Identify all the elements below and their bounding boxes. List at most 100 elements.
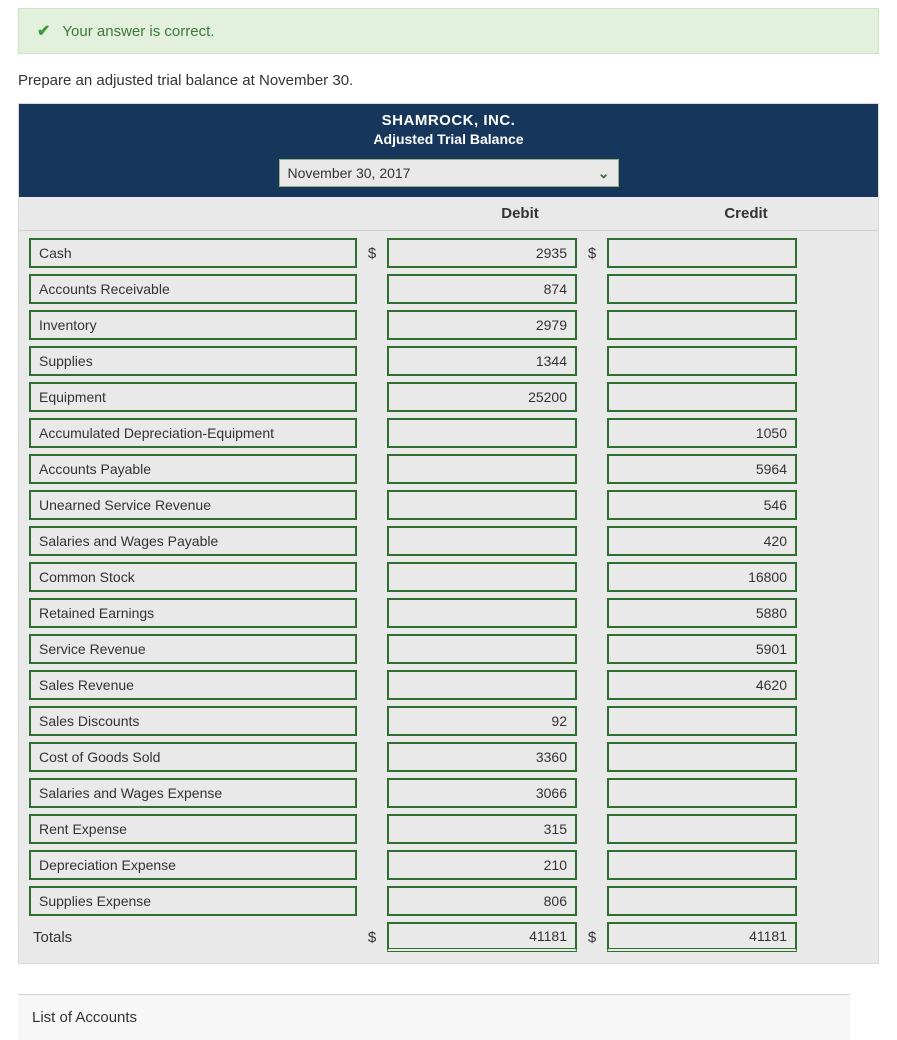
table-row: Common Stock 16800 <box>19 559 878 595</box>
date-select[interactable]: November 30, 2017 ⌄ <box>279 159 619 187</box>
account-input[interactable]: Cash <box>29 238 357 268</box>
credit-input[interactable] <box>607 706 797 736</box>
account-input[interactable]: Sales Revenue <box>29 670 357 700</box>
banner-text: Your answer is correct. <box>62 23 214 40</box>
account-input[interactable]: Inventory <box>29 310 357 340</box>
table-row: Depreciation Expense 210 <box>19 847 878 883</box>
col-credit: Credit <box>633 197 859 230</box>
credit-input[interactable] <box>607 778 797 808</box>
column-headers: Debit Credit <box>19 197 878 231</box>
table-row: Supplies 1344 <box>19 343 878 379</box>
debit-input[interactable] <box>387 490 577 520</box>
account-input[interactable]: Equipment <box>29 382 357 412</box>
credit-input[interactable]: 546 <box>607 490 797 520</box>
date-row: November 30, 2017 ⌄ <box>19 159 878 197</box>
totals-debit[interactable]: 41181 <box>387 922 577 952</box>
account-input[interactable]: Common Stock <box>29 562 357 592</box>
account-input[interactable]: Accumulated Depreciation-Equipment <box>29 418 357 448</box>
debit-input[interactable]: 210 <box>387 850 577 880</box>
account-input[interactable]: Accounts Payable <box>29 454 357 484</box>
credit-input[interactable] <box>607 814 797 844</box>
credit-input[interactable] <box>607 238 797 268</box>
chevron-down-icon: ⌄ <box>598 165 610 182</box>
table-row: Unearned Service Revenue 546 <box>19 487 878 523</box>
debit-input[interactable] <box>387 418 577 448</box>
credit-input[interactable]: 4620 <box>607 670 797 700</box>
credit-input[interactable] <box>607 886 797 916</box>
table-row: Accounts Receivable 874 <box>19 271 878 307</box>
account-input[interactable]: Accounts Receivable <box>29 274 357 304</box>
account-input[interactable]: Retained Earnings <box>29 598 357 628</box>
date-value: November 30, 2017 <box>288 165 411 181</box>
success-banner: ✔ Your answer is correct. <box>18 8 879 54</box>
credit-input[interactable]: 1050 <box>607 418 797 448</box>
table-row: Rent Expense 315 <box>19 811 878 847</box>
debit-input[interactable]: 92 <box>387 706 577 736</box>
trial-balance-table: SHAMROCK, INC. Adjusted Trial Balance No… <box>18 103 879 964</box>
table-row: Service Revenue 5901 <box>19 631 878 667</box>
rows-container: Cash$2935$Accounts Receivable874Inventor… <box>19 231 878 963</box>
debit-input[interactable] <box>387 598 577 628</box>
debit-input[interactable] <box>387 562 577 592</box>
debit-input[interactable]: 2935 <box>387 238 577 268</box>
table-row: Cash $2935 $ <box>19 235 878 271</box>
totals-row: Totals $41181 $41181 <box>19 919 878 955</box>
account-input[interactable]: Salaries and Wages Expense <box>29 778 357 808</box>
table-row: Sales Revenue 4620 <box>19 667 878 703</box>
col-account <box>19 197 407 230</box>
table-row: Sales Discounts 92 <box>19 703 878 739</box>
credit-input[interactable] <box>607 742 797 772</box>
credit-input[interactable] <box>607 850 797 880</box>
table-row: Accounts Payable 5964 <box>19 451 878 487</box>
account-input[interactable]: Service Revenue <box>29 634 357 664</box>
account-input[interactable]: Unearned Service Revenue <box>29 490 357 520</box>
account-input[interactable]: Cost of Goods Sold <box>29 742 357 772</box>
table-row: Equipment 25200 <box>19 379 878 415</box>
credit-input[interactable]: 5901 <box>607 634 797 664</box>
currency-symbol: $ <box>583 929 601 946</box>
debit-input[interactable] <box>387 454 577 484</box>
check-icon: ✔ <box>37 21 50 41</box>
account-input[interactable]: Sales Discounts <box>29 706 357 736</box>
instruction-text: Prepare an adjusted trial balance at Nov… <box>18 72 879 89</box>
account-input[interactable]: Rent Expense <box>29 814 357 844</box>
currency-symbol: $ <box>583 245 601 262</box>
totals-credit[interactable]: 41181 <box>607 922 797 952</box>
account-input[interactable]: Supplies <box>29 346 357 376</box>
table-row: Inventory 2979 <box>19 307 878 343</box>
table-row: Retained Earnings 5880 <box>19 595 878 631</box>
currency-symbol: $ <box>363 245 381 262</box>
report-title: Adjusted Trial Balance <box>19 131 878 147</box>
credit-input[interactable]: 16800 <box>607 562 797 592</box>
currency-symbol: $ <box>363 929 381 946</box>
credit-input[interactable]: 5964 <box>607 454 797 484</box>
table-row: Accumulated Depreciation-Equipment 1050 <box>19 415 878 451</box>
debit-input[interactable] <box>387 670 577 700</box>
debit-input[interactable] <box>387 526 577 556</box>
credit-input[interactable]: 420 <box>607 526 797 556</box>
account-input[interactable]: Supplies Expense <box>29 886 357 916</box>
account-input[interactable]: Depreciation Expense <box>29 850 357 880</box>
debit-input[interactable]: 315 <box>387 814 577 844</box>
col-debit: Debit <box>407 197 633 230</box>
debit-input[interactable]: 1344 <box>387 346 577 376</box>
list-of-accounts-link[interactable]: List of Accounts <box>18 994 850 1040</box>
debit-input[interactable]: 3360 <box>387 742 577 772</box>
credit-input[interactable] <box>607 274 797 304</box>
debit-input[interactable] <box>387 634 577 664</box>
debit-input[interactable]: 3066 <box>387 778 577 808</box>
table-row: Supplies Expense 806 <box>19 883 878 919</box>
account-input[interactable]: Salaries and Wages Payable <box>29 526 357 556</box>
table-row: Cost of Goods Sold 3360 <box>19 739 878 775</box>
debit-input[interactable]: 874 <box>387 274 577 304</box>
debit-input[interactable]: 25200 <box>387 382 577 412</box>
credit-input[interactable]: 5880 <box>607 598 797 628</box>
credit-input[interactable] <box>607 346 797 376</box>
debit-input[interactable]: 806 <box>387 886 577 916</box>
totals-label: Totals <box>29 929 357 946</box>
credit-input[interactable] <box>607 310 797 340</box>
table-row: Salaries and Wages Payable 420 <box>19 523 878 559</box>
debit-input[interactable]: 2979 <box>387 310 577 340</box>
table-header: SHAMROCK, INC. Adjusted Trial Balance <box>19 104 878 159</box>
credit-input[interactable] <box>607 382 797 412</box>
